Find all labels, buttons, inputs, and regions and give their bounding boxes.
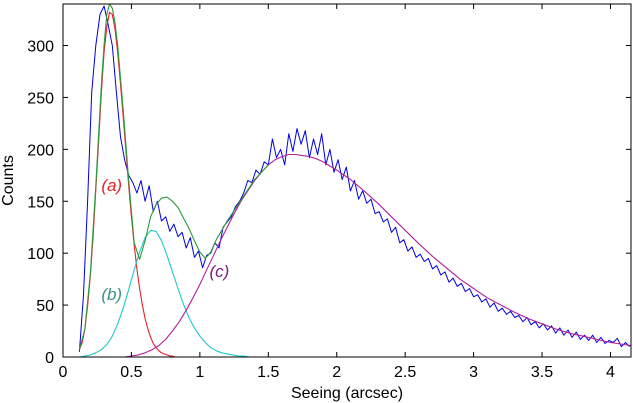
y-axis-label: Counts <box>0 155 17 206</box>
series-line-0 <box>78 5 630 352</box>
series-annotation: (b) <box>101 285 122 304</box>
x-tick-label: 3 <box>469 364 478 381</box>
x-tick-label: 3.5 <box>531 364 553 381</box>
x-tick-label: 2 <box>332 364 341 381</box>
y-tick-label: 100 <box>27 246 54 263</box>
x-tick-label: 4 <box>606 364 615 381</box>
series-annotation: (a) <box>101 176 122 195</box>
x-tick-label: 2.5 <box>394 364 416 381</box>
series-annotation: (c) <box>209 262 229 281</box>
tick-layer: 0 0.5 1 1.5 2 2.5 3 3.5 4 0 50 100 150 200 250 300 <box>27 4 631 381</box>
y-tick-label: 50 <box>36 298 54 315</box>
y-tick-label: 150 <box>27 194 54 211</box>
x-tick-label: 0 <box>59 364 68 381</box>
y-tick-label: 250 <box>27 90 54 107</box>
plot-frame <box>62 3 632 358</box>
y-tick-label: 200 <box>27 142 54 159</box>
series-line-3 <box>124 153 632 358</box>
x-tick-label: 1 <box>195 364 204 381</box>
annotation-layer: (a) (b) (c) <box>101 176 229 304</box>
series-layer <box>78 3 632 358</box>
x-tick-label: 1.5 <box>257 364 279 381</box>
x-axis-label: Seeing (arcsec) <box>291 385 403 402</box>
series-line-4 <box>78 3 269 350</box>
x-tick-label: 0.5 <box>120 364 142 381</box>
y-tick-label: 0 <box>45 350 54 367</box>
y-tick-label: 300 <box>27 39 54 56</box>
